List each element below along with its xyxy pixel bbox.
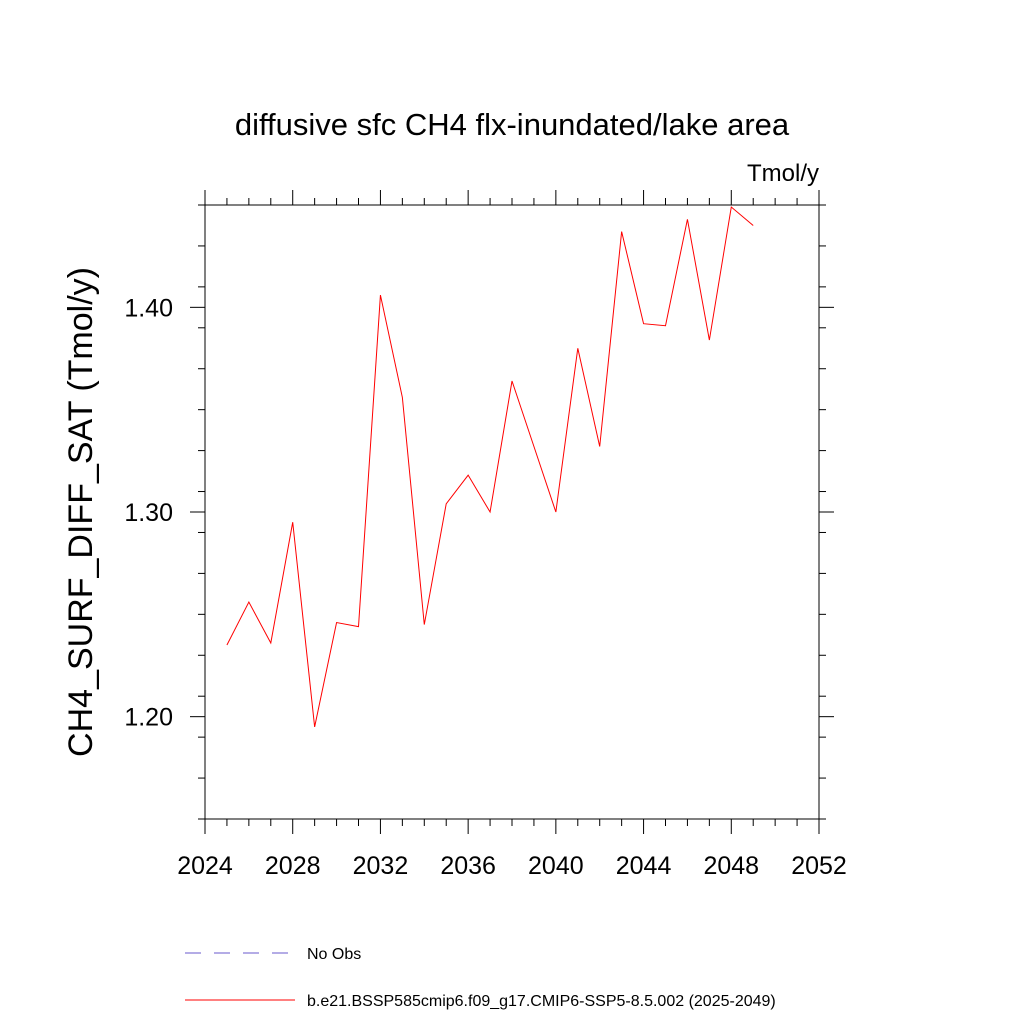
data-point	[468, 475, 469, 476]
x-tick-label: 2040	[528, 852, 584, 880]
data-point	[709, 340, 710, 341]
data-point	[402, 397, 403, 398]
minor-ticks	[198, 198, 826, 826]
y-tick-label: 1.20	[124, 704, 173, 732]
legend-label-model-run: b.e21.BSSP585cmip6.f09_g17.CMIP6-SSP5-8.…	[307, 993, 776, 1010]
data-point	[292, 522, 293, 523]
series-group	[226, 206, 754, 728]
data-point	[424, 624, 425, 625]
data-point	[687, 219, 688, 220]
plot-frame	[204, 204, 820, 820]
x-tick-label: 2028	[265, 852, 321, 880]
y-tick-label: 1.40	[124, 294, 173, 322]
data-point	[248, 602, 249, 603]
data-point	[270, 642, 271, 643]
x-tick-label: 2052	[791, 852, 847, 880]
units-label: Tmol/y	[747, 160, 819, 187]
major-ticks	[190, 190, 834, 834]
data-point	[490, 512, 491, 513]
y-tick-label: 1.30	[124, 499, 173, 527]
data-point	[533, 446, 534, 447]
data-point	[643, 323, 644, 324]
data-point	[621, 231, 622, 232]
legend-label-no-obs: No Obs	[307, 946, 361, 963]
chart-title: diffusive sfc CH4 flx-inundated/lake are…	[235, 107, 790, 142]
data-point	[577, 348, 578, 349]
x-tick-label: 2024	[177, 852, 233, 880]
data-point	[665, 325, 666, 326]
legend: No Obs b.e21.BSSP585cmip6.f09_g17.CMIP6-…	[185, 946, 776, 1010]
data-point	[731, 207, 732, 208]
data-point	[336, 622, 337, 623]
x-tick-labels: 2024 2028 2032 2036 2040 2044 2048 2052	[177, 852, 847, 880]
x-tick-label: 2044	[616, 852, 672, 880]
data-point	[380, 295, 381, 296]
y-axis-label: CH4_SURF_DIFF_SAT (Tmol/y)	[62, 267, 100, 757]
x-tick-label: 2048	[703, 852, 759, 880]
data-point	[226, 645, 227, 646]
data-point	[446, 503, 447, 504]
data-point	[753, 225, 754, 226]
data-point	[555, 512, 556, 513]
data-point	[358, 626, 359, 627]
data-point	[512, 381, 513, 382]
data-point	[314, 726, 315, 727]
series-line	[226, 206, 754, 728]
y-tick-labels: 1.20 1.30 1.40	[124, 294, 173, 731]
x-tick-label: 2036	[440, 852, 496, 880]
data-point	[599, 446, 600, 447]
x-tick-label: 2032	[353, 852, 409, 880]
